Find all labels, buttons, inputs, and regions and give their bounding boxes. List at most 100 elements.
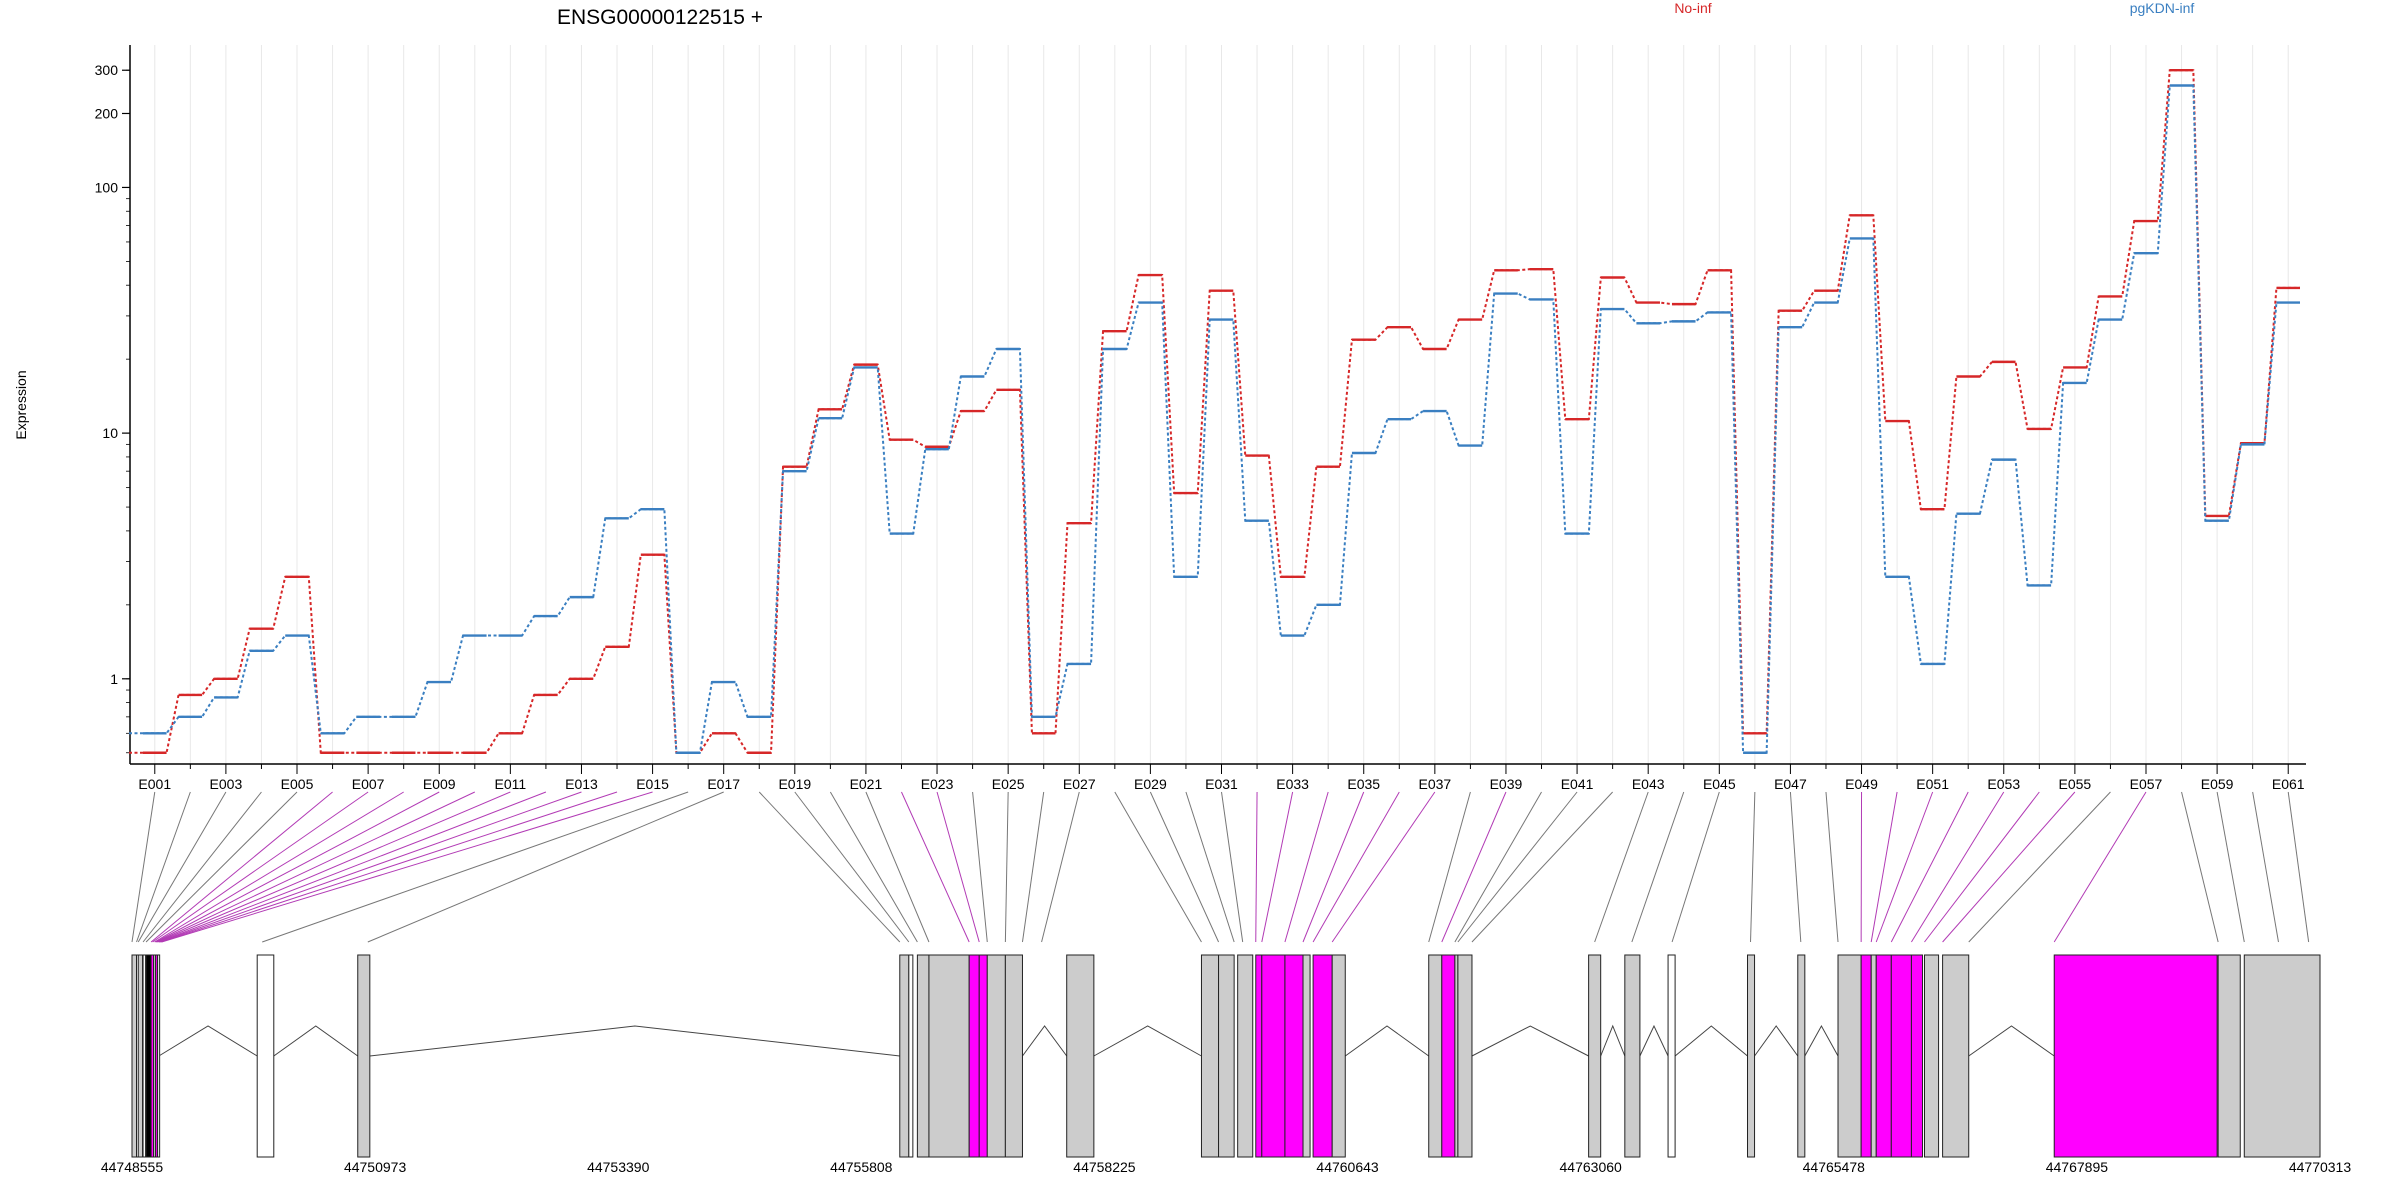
x-tick-label: E019 xyxy=(778,776,811,792)
intron-line xyxy=(273,1025,359,1057)
x-tick-label: E009 xyxy=(423,776,456,792)
exon-connector-line xyxy=(1302,791,1365,943)
x-tick-label: E053 xyxy=(1987,776,2020,792)
exon-connector-line xyxy=(2287,791,2310,943)
x-tick-label: E045 xyxy=(1703,776,1736,792)
exon xyxy=(131,954,138,1158)
exon xyxy=(1331,954,1346,1158)
x-tick-label: E013 xyxy=(565,776,598,792)
x-tick-label: E035 xyxy=(1347,776,1380,792)
exon-connector-line xyxy=(161,791,653,943)
exon-connectors xyxy=(131,791,2310,943)
x-tick-label: E001 xyxy=(138,776,171,792)
exon xyxy=(1200,954,1220,1158)
x-tick-label: E023 xyxy=(921,776,954,792)
x-tick-label: E031 xyxy=(1205,776,1238,792)
exon-connector-line xyxy=(262,791,689,943)
exon xyxy=(1870,954,1877,1158)
intron-line xyxy=(1639,1024,1669,1057)
exon-connector-line xyxy=(865,791,930,943)
x-tick-label: E049 xyxy=(1845,776,1878,792)
exon-connector-line xyxy=(972,791,988,943)
exon-connector-line xyxy=(155,791,440,943)
series-line-2 xyxy=(129,84,2300,754)
x-ticks: E001 E003 E005 E007 E009 E011 E013 E015 E017 E019… xyxy=(138,764,2305,792)
exon-connector-line xyxy=(142,791,262,943)
exon-connector-line xyxy=(1185,791,1235,943)
exon-connector-line xyxy=(1441,791,1507,943)
x-tick-label: E059 xyxy=(2201,776,2234,792)
exon-connector-line xyxy=(1671,791,1720,943)
exon-highlighted xyxy=(1910,954,1923,1158)
x-tick-label: E007 xyxy=(352,776,385,792)
exon-connector-line xyxy=(1221,791,1244,943)
x-tick-label: E041 xyxy=(1561,776,1594,792)
exon-connector-line xyxy=(2252,791,2279,943)
exon xyxy=(142,954,147,1158)
exon-connector-line xyxy=(2216,791,2245,943)
intron-line xyxy=(369,1025,900,1057)
exon-connector-line xyxy=(794,791,910,943)
gene-model xyxy=(131,954,2321,1158)
x-tick-label: E029 xyxy=(1134,776,1167,792)
exon-connector-line xyxy=(154,791,404,943)
exon-highlighted xyxy=(2053,954,2218,1158)
exon-connector-line xyxy=(1750,791,1756,943)
y-tick-label: 100 xyxy=(95,179,119,195)
series-lines xyxy=(129,69,2300,754)
exon xyxy=(1066,954,1095,1158)
exon-connector-line xyxy=(1789,791,1802,943)
exon-highlighted xyxy=(1441,954,1456,1158)
exon-connector-line xyxy=(136,791,191,943)
x-tick-label: E011 xyxy=(495,776,527,792)
exon xyxy=(1837,954,1862,1158)
exon xyxy=(2217,954,2241,1158)
exon-connector-line xyxy=(1910,791,2005,943)
coordinate-label: 44760643 xyxy=(1316,1159,1379,1175)
exon-connector-line xyxy=(160,791,618,943)
exon-connector-line xyxy=(145,791,298,943)
exon xyxy=(1624,954,1641,1158)
y-ticks: 1 10 100 200 300 xyxy=(95,62,130,754)
exon xyxy=(137,954,144,1158)
exon-connector-line xyxy=(829,791,918,943)
x-tick-label: E061 xyxy=(2272,776,2305,792)
exon-connector-line xyxy=(367,791,724,943)
exon-highlighted xyxy=(1860,954,1872,1158)
exon-connector-line xyxy=(1428,791,1471,943)
x-tick-label: E003 xyxy=(210,776,243,792)
exon-connector-line xyxy=(1457,791,1578,943)
exon-connector-line xyxy=(1454,791,1542,943)
intron-line xyxy=(158,1025,258,1057)
exon-connector-line xyxy=(131,791,156,943)
intron-line xyxy=(1804,1024,1839,1057)
exon-connector-line xyxy=(156,791,476,943)
coordinate-label: 44755808 xyxy=(830,1159,893,1175)
coordinate-label: 44753390 xyxy=(587,1159,650,1175)
exon-connector-line xyxy=(1041,791,1080,943)
intron-line xyxy=(1600,1024,1626,1057)
coordinate-label: 44770313 xyxy=(2289,1159,2352,1175)
exon-connector-line xyxy=(1312,791,1400,943)
intron-line xyxy=(1471,1025,1589,1057)
exon xyxy=(928,954,970,1158)
exon-connector-line xyxy=(150,791,333,943)
series-line-1 xyxy=(129,69,2300,754)
exon xyxy=(1588,954,1602,1158)
exon xyxy=(1667,954,1676,1158)
coordinate-label: 44763060 xyxy=(1560,1159,1623,1175)
exon-connector-line xyxy=(758,791,901,943)
intron-line xyxy=(1022,1025,1068,1057)
chart-title: ENSG00000122515 + xyxy=(557,6,763,29)
x-tick-label: E051 xyxy=(1916,776,1949,792)
genomic-coordinates: 44748555 44750973 44753390 44755808 44758225… xyxy=(101,1159,2352,1175)
coordinate-label: 44765478 xyxy=(1803,1159,1866,1175)
exon-connector-line xyxy=(152,791,369,943)
exon xyxy=(1457,954,1473,1158)
x-tick-label: E025 xyxy=(992,776,1025,792)
x-tick-label: E047 xyxy=(1774,776,1807,792)
x-tick-label: E055 xyxy=(2059,776,2092,792)
x-tick-label: E039 xyxy=(1490,776,1523,792)
exon-connector-line xyxy=(1261,791,1294,943)
exon-connector-line xyxy=(1021,791,1045,943)
